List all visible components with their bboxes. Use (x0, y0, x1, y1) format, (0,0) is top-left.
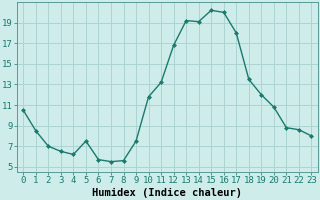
X-axis label: Humidex (Indice chaleur): Humidex (Indice chaleur) (92, 188, 242, 198)
